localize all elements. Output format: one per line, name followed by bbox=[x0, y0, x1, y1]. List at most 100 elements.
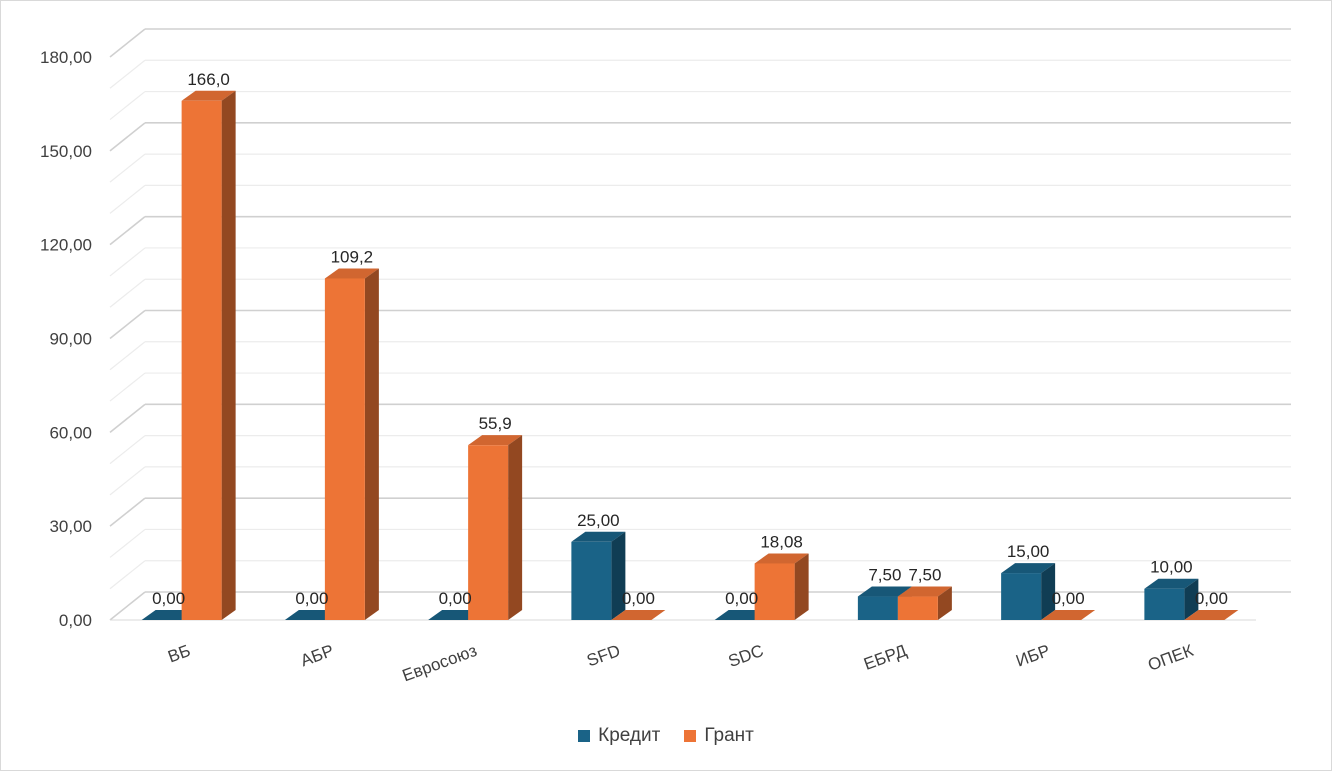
bar-grant bbox=[1041, 610, 1096, 620]
legend-swatch-credit bbox=[578, 730, 591, 742]
gridline-diagonal bbox=[109, 591, 146, 621]
bar-side bbox=[937, 586, 952, 620]
bar-top bbox=[857, 586, 912, 597]
data-label: 0,00 bbox=[1052, 589, 1085, 608]
bar-credit bbox=[571, 531, 626, 620]
data-label: 109,2 bbox=[331, 247, 374, 266]
bar-top bbox=[181, 90, 236, 101]
bar-front bbox=[857, 596, 898, 620]
gridline-diagonal bbox=[109, 372, 146, 402]
bar-grant bbox=[611, 610, 666, 620]
legend-swatch-grant bbox=[684, 730, 697, 742]
bar-credit bbox=[1144, 578, 1199, 620]
gridline-diagonal bbox=[109, 435, 146, 465]
gridline-diagonal bbox=[109, 247, 146, 277]
bar-top bbox=[1041, 610, 1096, 620]
bar-front bbox=[324, 278, 365, 620]
y-tick-label: 0,00 bbox=[59, 611, 92, 630]
gridline-diagonal bbox=[109, 309, 146, 340]
bar-grant bbox=[181, 90, 236, 621]
bar-side bbox=[221, 90, 236, 621]
bar-side bbox=[1184, 578, 1199, 620]
bar-grant bbox=[1184, 610, 1239, 620]
gridline-diagonal bbox=[109, 184, 146, 214]
data-label: 15,00 bbox=[1007, 542, 1050, 561]
bar-side bbox=[794, 553, 809, 620]
grid-layer bbox=[109, 28, 1291, 621]
bar-top bbox=[1184, 610, 1239, 620]
data-label: 166,0 bbox=[187, 70, 230, 89]
bar-top bbox=[324, 268, 379, 279]
y-tick-label: 150,00 bbox=[40, 142, 92, 161]
bars-layer bbox=[141, 90, 1239, 621]
legend-item-grant: Грант bbox=[684, 725, 754, 747]
bar-front bbox=[754, 563, 795, 620]
data-label: 0,00 bbox=[152, 589, 185, 608]
bar-front bbox=[897, 596, 938, 620]
bar-top bbox=[1001, 563, 1056, 574]
x-axis-categories: ВБ АБР Евросоюз SFD SDC ЕБРД ИБР ОПЕК bbox=[165, 641, 1195, 686]
bar-side bbox=[611, 531, 626, 620]
data-label: 0,00 bbox=[622, 589, 655, 608]
y-tick-label: 30,00 bbox=[49, 517, 92, 536]
gridline-diagonal bbox=[109, 403, 146, 433]
bar-side bbox=[1041, 563, 1056, 620]
bar-top bbox=[1144, 578, 1199, 589]
y-tick-label: 60,00 bbox=[49, 423, 92, 442]
bar-front bbox=[571, 541, 612, 620]
bar-grant bbox=[324, 268, 379, 620]
gridline-diagonal bbox=[109, 466, 146, 496]
legend-item-credit: Кредит bbox=[578, 725, 660, 747]
bar-credit bbox=[1001, 563, 1056, 620]
x-category-label: ОПЕК bbox=[1145, 641, 1195, 675]
legend-label-credit: Кредит bbox=[598, 725, 661, 746]
bar-front bbox=[1144, 588, 1185, 620]
data-label: 7,50 bbox=[908, 566, 941, 585]
bar-top bbox=[611, 610, 666, 620]
data-label: 0,00 bbox=[1195, 589, 1228, 608]
bar-top bbox=[754, 553, 809, 564]
x-category-label: ВБ bbox=[165, 641, 193, 667]
bar-top bbox=[897, 586, 952, 597]
legend-label-grant: Грант bbox=[704, 725, 754, 746]
gridline-diagonal bbox=[109, 91, 146, 121]
bar-side bbox=[364, 268, 379, 620]
gridline-diagonal bbox=[109, 341, 146, 371]
data-label: 0,00 bbox=[295, 589, 328, 608]
bar-front bbox=[181, 100, 222, 621]
legend: Кредит Грант bbox=[0, 722, 1332, 750]
gridline-diagonal bbox=[109, 560, 146, 590]
data-label: 7,50 bbox=[868, 566, 901, 585]
gridline-diagonal bbox=[109, 216, 146, 246]
data-label: 10,00 bbox=[1150, 558, 1193, 577]
bar-front bbox=[468, 445, 509, 620]
bar-side bbox=[508, 435, 523, 620]
x-category-label: SFD bbox=[584, 641, 622, 670]
x-category-label: АБР bbox=[298, 641, 336, 670]
y-tick-label: 90,00 bbox=[49, 330, 92, 349]
y-axis-ticks: 0,00 30,00 60,00 90,00 120,00 150,00 180,00 bbox=[40, 48, 92, 630]
gridline-diagonal bbox=[109, 278, 146, 308]
x-category-label: SDC bbox=[726, 641, 766, 671]
bar-grant bbox=[754, 553, 809, 620]
bar-top bbox=[468, 435, 523, 446]
data-label: 0,00 bbox=[725, 589, 758, 608]
gridline-diagonal bbox=[109, 28, 146, 58]
data-label: 25,00 bbox=[577, 511, 620, 530]
data-label: 0,00 bbox=[439, 589, 472, 608]
x-category-label: ЕБРД bbox=[861, 641, 909, 674]
y-tick-label: 180,00 bbox=[40, 48, 92, 67]
gridline-diagonal bbox=[109, 59, 146, 89]
bar-top bbox=[571, 531, 626, 542]
bar-front bbox=[1001, 573, 1042, 620]
bar-grant bbox=[468, 435, 523, 620]
bar-grant bbox=[897, 586, 952, 620]
y-tick-label: 120,00 bbox=[40, 236, 92, 255]
gridline-diagonal bbox=[109, 497, 146, 527]
gridline-diagonal bbox=[109, 153, 146, 183]
x-category-label: Евросоюз bbox=[400, 641, 480, 686]
data-label: 55,9 bbox=[479, 414, 512, 433]
data-label: 18,08 bbox=[760, 532, 803, 551]
